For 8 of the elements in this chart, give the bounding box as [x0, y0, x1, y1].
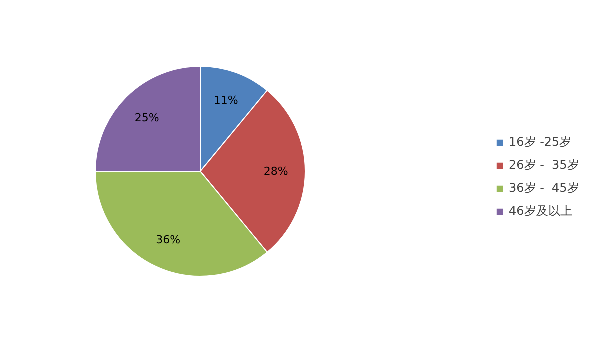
data-label: 11%: [214, 94, 238, 107]
legend-label: 36岁 - 45岁: [509, 180, 580, 197]
data-label: 28%: [264, 165, 288, 178]
data-label: 36%: [156, 233, 181, 246]
legend-label: 46岁及以上: [509, 203, 572, 220]
data-label: 25%: [134, 112, 160, 125]
legend-label: 26岁 - 35岁: [509, 157, 580, 174]
legend-label: 16岁 -25岁: [509, 134, 572, 151]
